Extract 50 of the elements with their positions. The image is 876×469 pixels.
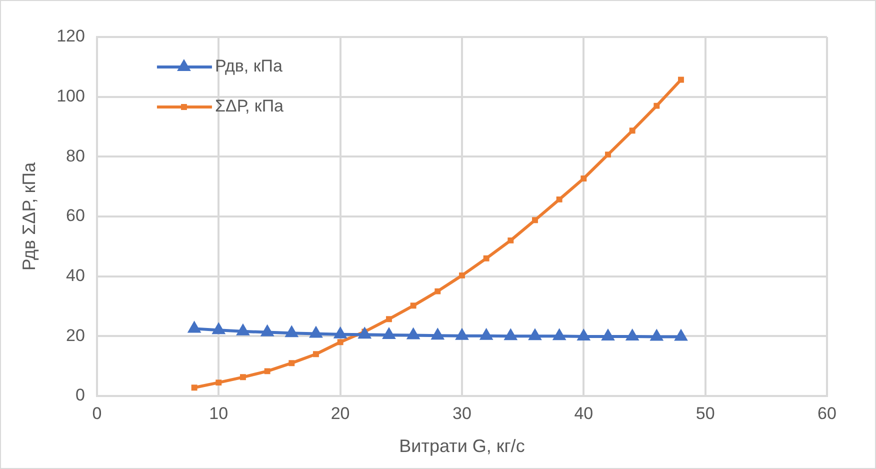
point	[406, 328, 420, 340]
y-axis-title: Рдв ΣΔР, кПа	[18, 161, 39, 271]
point	[629, 128, 636, 134]
point	[580, 176, 587, 182]
x-tick-label: 50	[696, 404, 715, 423]
point	[654, 102, 660, 109]
point	[601, 328, 615, 340]
x-tick-label: 40	[574, 404, 594, 423]
y-tick-label: 20	[66, 326, 85, 345]
point	[285, 326, 298, 338]
point	[508, 237, 514, 244]
x-tick-label: 10	[209, 404, 228, 423]
point	[431, 328, 444, 340]
point	[556, 196, 562, 202]
x-tick-label: 20	[330, 404, 350, 423]
point	[552, 328, 566, 340]
point	[605, 152, 611, 158]
point	[528, 328, 542, 340]
point	[626, 328, 639, 340]
y-tick-label: 40	[66, 266, 85, 286]
point	[260, 324, 274, 336]
y-tick-label: 0	[75, 386, 85, 405]
y-tick-label: 100	[56, 86, 85, 106]
point	[236, 324, 250, 336]
x-tick-label: 30	[452, 404, 472, 423]
point	[188, 321, 201, 333]
point	[480, 328, 493, 340]
point	[410, 302, 416, 309]
y-tick-label: 120	[56, 26, 85, 46]
point	[459, 272, 465, 278]
point	[434, 288, 441, 294]
point	[309, 326, 323, 338]
x-tick-label: 0	[92, 404, 102, 423]
point	[577, 328, 590, 340]
x-axis-title: Витрати G, кг/с	[399, 436, 525, 456]
point	[678, 76, 684, 83]
point	[483, 255, 490, 262]
legend-label: ΣΔР, кПа	[214, 96, 284, 116]
point	[334, 326, 347, 338]
point	[455, 328, 469, 340]
legend-label: Рдв, кПа	[214, 56, 284, 76]
point	[382, 327, 396, 339]
point	[532, 217, 538, 224]
point	[212, 322, 226, 334]
y-tick-label: 60	[66, 206, 85, 226]
y-tick-label: 80	[66, 146, 85, 166]
point	[674, 329, 688, 341]
point	[650, 329, 664, 341]
point	[504, 328, 518, 340]
x-tick-label: 60	[818, 404, 836, 423]
